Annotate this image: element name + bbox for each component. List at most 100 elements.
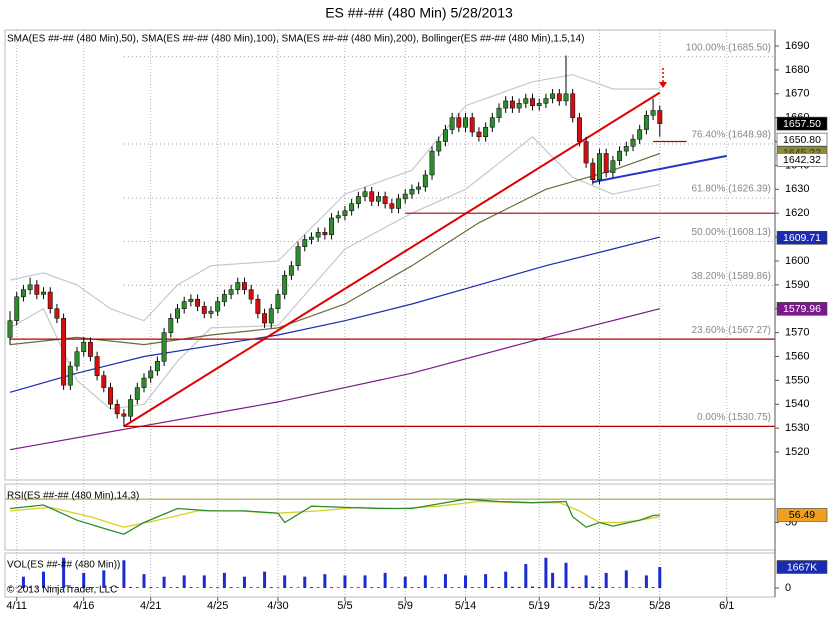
volume-bar [263,571,267,589]
candle-body [449,117,455,130]
volume-bar [477,587,481,589]
price-tag-label: 1609.71 [783,232,821,244]
x-tick-label: 5/23 [589,600,610,612]
volume-bar [651,587,655,589]
candle-body [54,308,60,319]
x-tick-label: 4/16 [73,600,94,612]
volume-bar [21,576,25,589]
y-tick-label: 1520 [785,446,809,458]
volume-bar [591,586,595,589]
y-tick-label: 1540 [785,398,809,410]
candle-body [329,217,335,235]
candle-body [242,282,247,290]
volume-bar [604,572,608,589]
candle-body [563,93,569,102]
volume-bar [68,586,72,589]
price-tag [776,560,828,574]
candle-body [355,196,361,204]
volume-bar [423,575,427,589]
candle-body [141,377,147,388]
candle-body [483,126,489,138]
candle-body [255,298,261,314]
volume-bar [323,574,327,589]
volume-bar [557,586,561,589]
candle-body [228,289,234,295]
volume-bar [437,587,441,589]
y-tick-label: 1560 [785,350,809,362]
candle-body [181,301,187,309]
volume-bar [309,586,313,589]
volume-bar [149,587,153,589]
volume-bar [202,575,206,589]
candle-body [610,160,616,173]
volume-bar [102,570,106,589]
legend: SMA(ES ##-## (480 Min),50), SMA(ES ##-##… [7,34,584,45]
x-tick-label: 5/9 [398,600,413,612]
candle-body [590,162,596,181]
volume-bar [403,576,407,589]
volume-bar [269,587,273,589]
candle-body [34,284,40,295]
candle-body [436,141,442,152]
candle-body [422,174,428,188]
x-tick-label: 4/21 [140,600,161,612]
fib-label: 50.00% (1608.13) [691,227,771,238]
candle-body [221,294,227,302]
x-tick-label: 4/11 [6,600,27,612]
candle-body [268,308,274,324]
volume-bar [129,586,133,589]
volume-bar [316,587,320,589]
candle-body [248,289,254,300]
y-tick-label: 1570 [785,327,809,339]
candle-body [416,186,422,190]
candle-body [509,100,515,109]
candle-body [215,301,221,312]
volume-bar [350,587,354,589]
candle-body [375,196,381,202]
x-tick-label: 4/30 [267,600,288,612]
candle-body [382,196,388,204]
volume-bar [397,587,401,589]
candle-body [583,141,589,164]
candle-body [362,191,368,197]
candle-body [389,203,395,209]
price-tag [776,116,828,131]
candle-body [469,117,475,133]
candle-body [27,284,33,290]
fib-label: 100.00% (1685.50) [686,42,771,53]
volume-bar [584,575,588,589]
volume-bar [135,587,139,589]
volume-bar [376,587,380,589]
volume-bar [249,587,253,589]
volume-bar [457,587,461,589]
candle-body [47,291,53,309]
candle-body [597,153,602,181]
volume-bar [537,586,541,589]
volume-bar [122,560,126,589]
price-tag-label: 56.49 [789,509,815,521]
y-tick-label: 1530 [785,422,809,434]
x-tick-label: 5/28 [649,600,670,612]
volume-bar [510,586,514,589]
candle-body [603,153,609,173]
rsi-line [9,498,660,535]
volume-bar [390,587,394,589]
volume-bar [55,587,59,589]
indicator-line [9,74,660,322]
volume-bar [517,586,521,589]
volume-bar [597,586,601,589]
volume-bar [229,587,233,589]
volume-bar [363,575,367,589]
volume-bar [242,576,246,589]
candle-body [67,365,73,386]
volume-bar [276,587,280,589]
candle-body [41,291,46,295]
y-tick-label: 1670 [785,88,809,100]
candle-body [309,236,314,240]
chart-title: ES ##-## (480 Min) 5/28/2013 [325,5,513,21]
candle-body [87,341,93,357]
candle-body [489,117,495,128]
candle-body [396,198,401,209]
volume-bar [356,587,360,589]
candle-body [14,296,20,321]
